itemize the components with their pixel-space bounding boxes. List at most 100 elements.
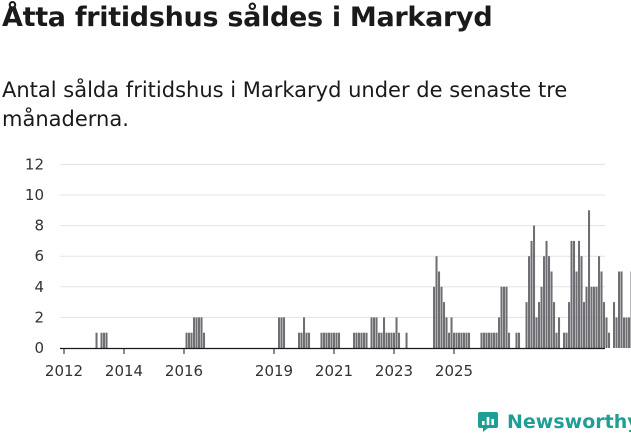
bar [565, 332, 568, 348]
bar [455, 332, 458, 348]
bar [358, 332, 361, 348]
bar [378, 332, 381, 348]
bar [545, 240, 548, 348]
bar [193, 317, 196, 348]
bar [540, 286, 543, 348]
bar [283, 317, 286, 348]
bar [433, 286, 436, 348]
bar [598, 256, 601, 348]
bar [373, 317, 376, 348]
bar [575, 271, 578, 348]
bar [485, 332, 488, 348]
bar [618, 271, 621, 348]
bar [450, 317, 453, 348]
bar [463, 332, 466, 348]
bar [95, 332, 98, 348]
bar [543, 256, 546, 348]
bar [593, 286, 596, 348]
bar [570, 240, 573, 348]
y-tick-label: 2 [34, 308, 44, 326]
x-tick-label: 2012 [45, 362, 83, 380]
y-tick-label: 0 [34, 339, 44, 357]
bar [325, 332, 328, 348]
bar [100, 332, 103, 348]
bar [515, 332, 518, 348]
bar [203, 332, 206, 348]
bar [555, 332, 558, 348]
y-tick-label: 6 [34, 247, 44, 265]
bar [438, 271, 441, 348]
bar [298, 332, 301, 348]
bar [623, 317, 626, 348]
bar [465, 332, 468, 348]
y-tick-label: 10 [25, 186, 44, 204]
bar [363, 332, 366, 348]
bar [338, 332, 341, 348]
bars [95, 210, 631, 348]
bar [198, 317, 201, 348]
bar [320, 332, 323, 348]
bar [608, 332, 611, 348]
x-tick-label: 2023 [375, 362, 413, 380]
bar [405, 332, 408, 348]
bar [188, 332, 191, 348]
bar [613, 302, 616, 348]
bar [553, 302, 556, 348]
bar [445, 317, 448, 348]
bar [333, 332, 336, 348]
bar [200, 317, 203, 348]
bar [558, 317, 561, 348]
bar [335, 332, 338, 348]
bar [328, 332, 331, 348]
bar [190, 332, 193, 348]
bar [305, 332, 308, 348]
bar [595, 286, 598, 348]
x-tick-label: 2021 [315, 362, 353, 380]
bar [380, 332, 383, 348]
bar [308, 332, 311, 348]
y-tick-label: 4 [34, 278, 44, 296]
bar [498, 317, 501, 348]
bar [468, 332, 471, 348]
bar [375, 317, 378, 348]
x-tick-label: 2025 [435, 362, 473, 380]
bar [533, 225, 536, 348]
bar [548, 256, 551, 348]
bar [615, 317, 618, 348]
bar [353, 332, 356, 348]
bar [530, 240, 533, 348]
bar [195, 317, 198, 348]
bar [628, 317, 631, 348]
bar [580, 256, 583, 348]
bar [330, 332, 333, 348]
bar [300, 332, 303, 348]
bar [278, 317, 281, 348]
chart-subtitle: Antal sålda fritidshus i Markaryd under … [2, 78, 568, 131]
bar [563, 332, 566, 348]
bar [453, 332, 456, 348]
bar [573, 240, 576, 348]
bar [550, 271, 553, 348]
chart-title: Åtta fritidshus såldes i Markaryd [2, 2, 493, 33]
bar [568, 302, 571, 348]
bar [448, 332, 451, 348]
bar [460, 332, 463, 348]
bar [503, 286, 506, 348]
bar [103, 332, 106, 348]
bar [360, 332, 363, 348]
bar [525, 302, 528, 348]
bar [535, 317, 538, 348]
bar [393, 332, 396, 348]
bar [383, 317, 386, 348]
bar [625, 317, 628, 348]
bar [370, 317, 373, 348]
bar [493, 332, 496, 348]
bar [518, 332, 521, 348]
bar [603, 302, 606, 348]
bar [585, 286, 588, 348]
bar [578, 240, 581, 348]
bar [105, 332, 108, 348]
bar [605, 317, 608, 348]
y-tick-label: 12 [25, 155, 44, 173]
